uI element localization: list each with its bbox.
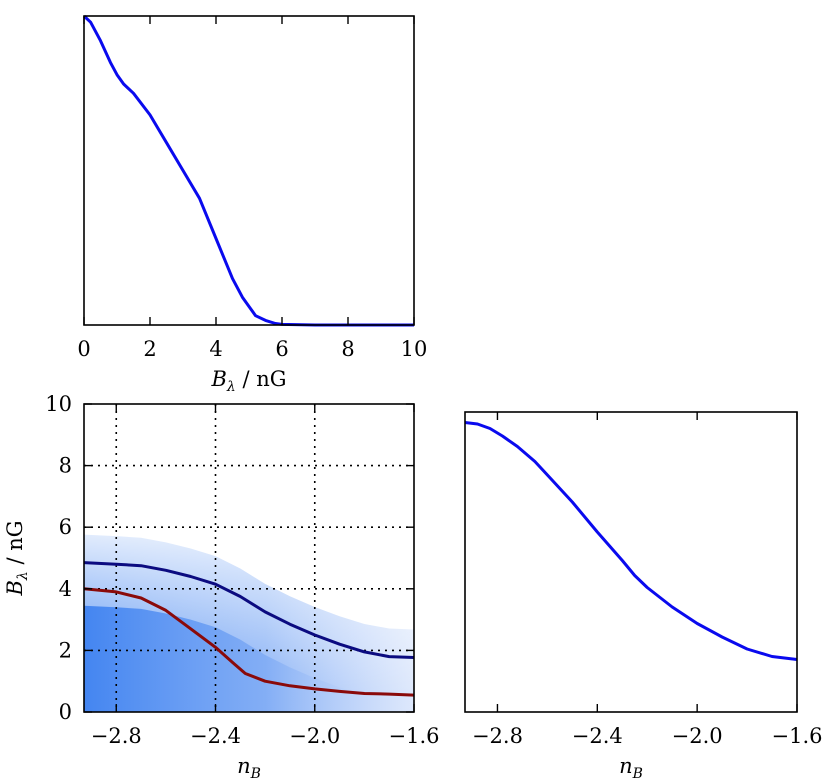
x-tick-label: −2.4	[572, 724, 623, 748]
x-tick-label: 0	[77, 337, 90, 361]
grid	[84, 404, 414, 712]
axes-frame	[83, 403, 415, 713]
bottom-left-panel: −2.8 −2.4 −2.0 −1.6 0 2 4 6 8 10 nB Bλ / nG	[3, 392, 440, 782]
x-tick-label: 8	[341, 337, 354, 361]
x-tick-label: −2.8	[472, 724, 523, 748]
y-tick-label: 2	[59, 638, 72, 662]
y-tick-label: 10	[45, 392, 72, 416]
x-tick-label: −1.6	[389, 724, 440, 748]
x-tick-label: −2.0	[672, 724, 723, 748]
x-tick-label: −2.8	[91, 724, 142, 748]
y-tick-label: 4	[59, 577, 72, 601]
bottom-right-panel: −2.8 −2.4 −2.0 −1.6 nB	[464, 411, 823, 782]
series-line-1	[83, 587, 415, 697]
top-left-panel: 0 2 4 6 8 10 Bλ / nG	[77, 14, 428, 395]
y-tick-label: 8	[59, 454, 72, 478]
y-tick-label: 0	[59, 700, 72, 724]
series-line-0	[83, 561, 415, 659]
y-axis-label: Bλ / nG	[3, 520, 31, 596]
series-line-0	[464, 421, 798, 661]
x-tick-label: −1.6	[772, 724, 823, 748]
x-axis-label: nB	[237, 754, 261, 782]
y-tick-label: 6	[59, 515, 72, 539]
axes-frame	[464, 411, 798, 713]
likelihood-shading	[84, 532, 414, 712]
series-line-0	[82, 14, 414, 327]
x-tick-label: 4	[209, 337, 222, 361]
x-tick-label: 2	[143, 337, 156, 361]
axes-frame	[83, 15, 415, 326]
x-tick-label: 10	[401, 337, 428, 361]
x-tick-label: −2.4	[190, 724, 241, 748]
x-tick-label: −2.0	[289, 724, 340, 748]
x-axis-label: nB	[619, 754, 643, 782]
shading-fade	[84, 532, 414, 701]
x-axis-label: Bλ / nG	[210, 367, 286, 395]
x-tick-label: 6	[275, 337, 288, 361]
